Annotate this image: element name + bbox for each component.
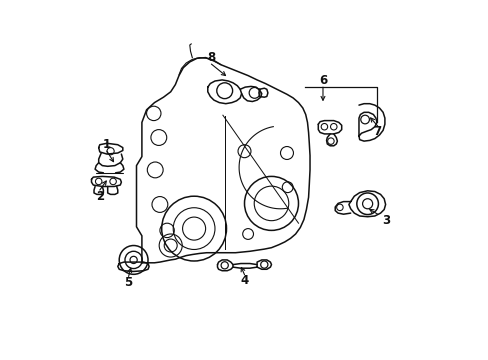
Text: 7: 7 bbox=[373, 125, 381, 138]
Text: 4: 4 bbox=[240, 274, 248, 287]
Text: 8: 8 bbox=[207, 51, 215, 64]
Text: 2: 2 bbox=[96, 190, 103, 203]
Text: 5: 5 bbox=[124, 276, 132, 289]
Text: 1: 1 bbox=[102, 138, 111, 151]
Text: 6: 6 bbox=[318, 75, 326, 87]
Text: 3: 3 bbox=[382, 214, 390, 227]
